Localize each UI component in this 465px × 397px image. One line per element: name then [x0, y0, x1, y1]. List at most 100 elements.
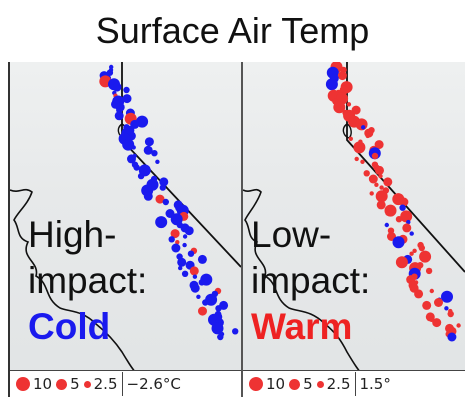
station-marker — [337, 71, 347, 81]
station-marker — [178, 265, 183, 271]
station-marker — [402, 223, 412, 233]
station-marker — [346, 102, 352, 107]
impact-label: Low- impact: Warm — [251, 212, 370, 350]
station-marker — [419, 250, 432, 263]
station-marker — [155, 194, 165, 204]
station-marker — [409, 231, 414, 236]
station-marker — [198, 279, 205, 286]
station-marker — [369, 191, 374, 196]
station-marker — [414, 289, 424, 299]
station-marker — [339, 85, 349, 95]
station-marker — [143, 145, 153, 155]
impact-label-line3: Warm — [251, 306, 353, 347]
station-marker — [217, 333, 224, 341]
station-marker — [371, 152, 379, 160]
station-marker — [114, 111, 124, 121]
legend-dot-small — [83, 380, 91, 388]
station-marker — [447, 332, 457, 342]
legend-value: 1.5° — [359, 375, 391, 393]
station-marker — [137, 172, 145, 180]
station-marker — [360, 159, 365, 164]
station-marker — [155, 159, 160, 164]
legend-size-5: 5 — [303, 375, 313, 393]
station-marker — [184, 226, 194, 236]
left-frame-edge — [0, 0, 10, 397]
station-marker — [190, 283, 200, 293]
station-marker — [133, 164, 140, 171]
station-marker — [354, 156, 359, 162]
station-marker — [127, 154, 136, 164]
legend-dot-medium — [289, 378, 301, 390]
size-legend-box: 10 5 2.5 — [10, 372, 123, 396]
station-marker — [171, 243, 181, 253]
panel-divider — [241, 62, 243, 397]
coastline — [10, 188, 149, 397]
legend-dot-large — [16, 377, 30, 391]
station-marker — [144, 137, 154, 147]
station-marker — [376, 200, 386, 210]
station-marker — [395, 256, 408, 269]
station-marker — [406, 219, 411, 225]
station-marker — [196, 294, 201, 299]
station-marker — [187, 250, 195, 257]
station-marker — [353, 141, 366, 154]
station-marker — [418, 244, 425, 252]
station-marker — [333, 101, 346, 114]
station-marker — [192, 274, 198, 279]
station-marker — [375, 190, 388, 203]
size-legend: 10 5 2.5 1.5° — [243, 370, 465, 397]
station-marker — [400, 210, 413, 223]
legend-dot-medium — [56, 378, 68, 390]
station-marker — [374, 140, 384, 150]
station-marker — [374, 182, 379, 187]
station-marker — [422, 300, 432, 310]
legend-dot-small — [316, 380, 324, 388]
legend-value: −2.6°C — [126, 375, 181, 393]
station-marker — [409, 251, 414, 256]
station-marker — [361, 125, 366, 130]
station-marker — [325, 78, 338, 91]
station-marker — [162, 198, 169, 206]
station-marker — [447, 310, 454, 318]
station-marker — [155, 216, 168, 229]
station-marker — [197, 254, 207, 264]
impact-label-line1: High- — [28, 214, 117, 255]
station-marker — [425, 267, 433, 275]
station-marker — [181, 270, 189, 277]
coastline — [243, 188, 374, 397]
station-marker — [368, 174, 378, 184]
map-right-svg — [243, 62, 465, 397]
station-marker — [375, 165, 384, 175]
legend-size-5: 5 — [70, 375, 80, 393]
impact-label: High- impact: Cold — [28, 212, 147, 350]
station-marker — [399, 204, 406, 211]
station-marker — [211, 322, 224, 335]
station-marker — [441, 290, 453, 303]
station-marker — [182, 242, 187, 248]
legend-size-2.5: 2.5 — [326, 375, 351, 393]
map-left-svg — [10, 62, 241, 397]
impact-label-line2: impact: — [28, 260, 148, 301]
impact-label-line2: impact: — [251, 260, 371, 301]
station-marker — [122, 94, 132, 104]
station-marker — [363, 170, 370, 177]
impact-label-line1: Low- — [251, 214, 332, 255]
station-marker — [189, 266, 199, 276]
map-title: Surface Air Temp — [0, 0, 465, 62]
station-marker — [444, 306, 449, 311]
station-marker — [432, 318, 442, 328]
station-marker — [177, 257, 187, 267]
legend-size-2.5: 2.5 — [93, 375, 118, 393]
station-marker — [151, 150, 158, 157]
station-marker — [202, 299, 209, 306]
station-marker — [122, 138, 135, 151]
legend-size-10: 10 — [33, 375, 53, 393]
station-marker — [143, 191, 153, 201]
station-marker — [159, 184, 166, 191]
station-marker — [365, 133, 370, 139]
station-marker — [182, 234, 188, 239]
station-marker — [412, 248, 417, 253]
station-marker — [392, 236, 405, 249]
station-marker — [378, 173, 383, 179]
station-marker — [170, 229, 180, 239]
